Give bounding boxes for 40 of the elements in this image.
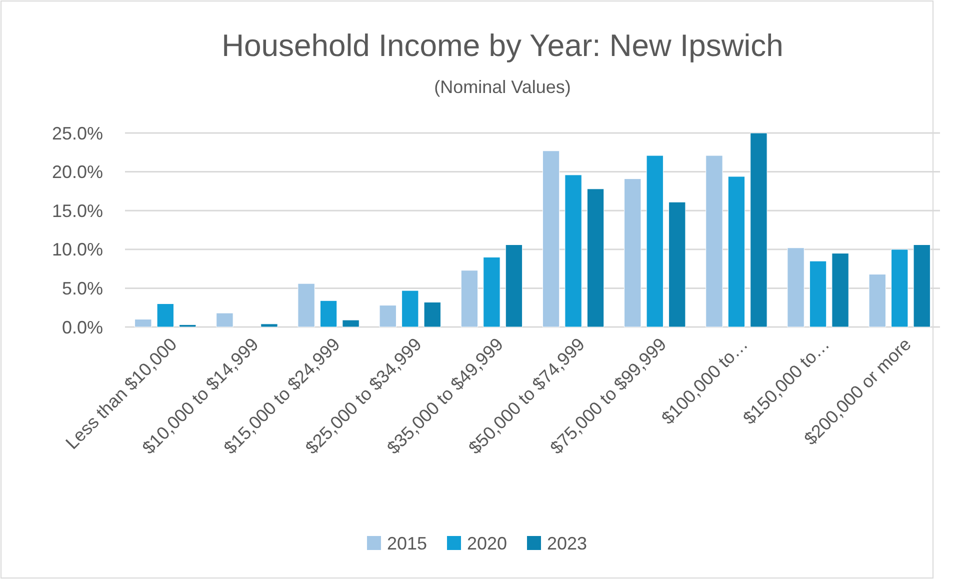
bar [342,320,360,328]
bar [156,303,174,328]
bar [260,324,278,328]
bar [913,244,930,328]
bar [402,290,419,328]
bar [134,318,152,328]
bar [728,176,746,328]
y-tick-label: 0.0% [62,317,103,338]
bar [564,174,582,328]
bar [298,283,315,328]
y-tick-label: 15.0% [52,200,103,221]
bar [460,270,478,328]
bar [179,324,196,328]
bar [320,300,338,328]
chart-title: Household Income by Year: New Ipswich [222,28,784,63]
bar [706,155,723,328]
bar [646,155,664,328]
bar [586,188,604,328]
bar [379,305,396,328]
bar [668,202,686,328]
legend-label: 2015 [387,533,428,554]
bar [832,253,849,328]
bar [624,178,642,328]
y-tick-label: 25.0% [52,123,103,144]
bar [891,249,908,328]
legend-label: 2020 [467,533,508,554]
bar [750,132,768,328]
bar [216,312,234,328]
bar [868,274,886,328]
chart-subtitle: (Nominal Values) [434,77,571,97]
bar [424,302,441,328]
bar [483,256,500,328]
bar [787,248,804,328]
bar [809,260,827,328]
y-tick-label: 5.0% [62,278,103,298]
y-tick-label: 20.0% [52,162,103,182]
legend-label: 2023 [547,533,588,554]
y-tick-label: 10.0% [52,240,103,260]
bar [542,150,560,328]
bar [505,244,523,328]
